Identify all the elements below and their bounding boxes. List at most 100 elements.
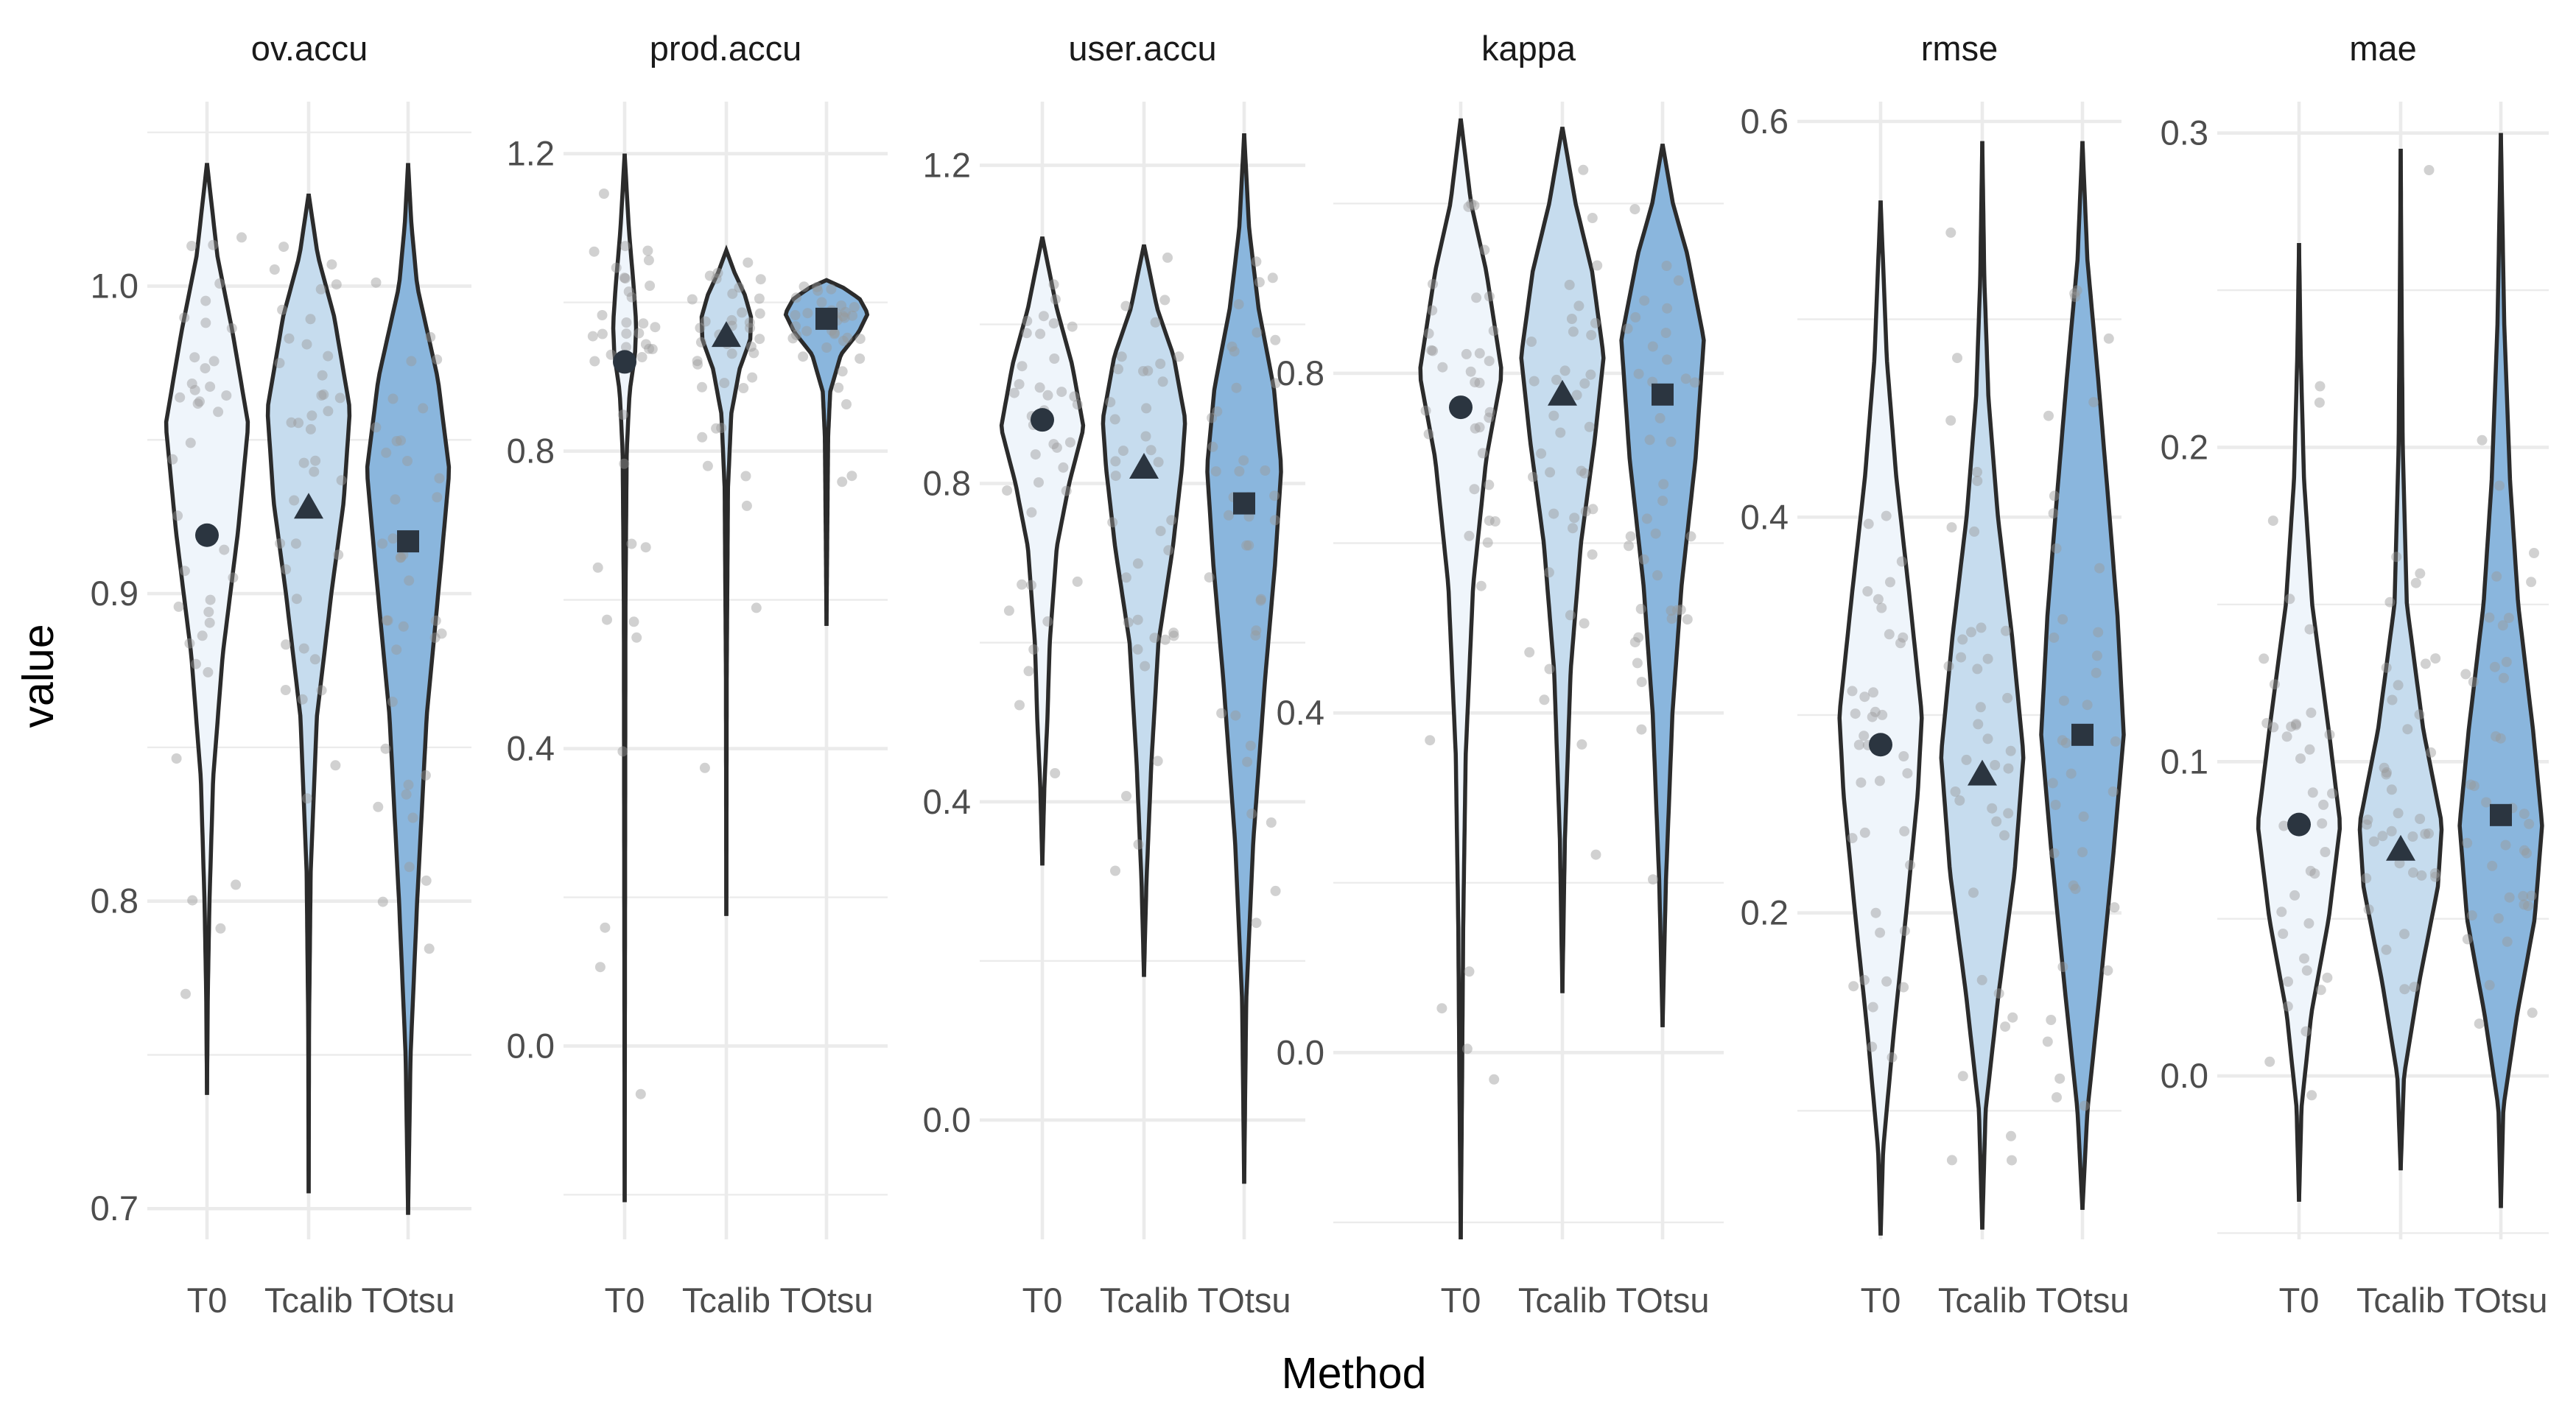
jitter-point <box>1529 376 1540 387</box>
jitter-point <box>2322 972 2333 983</box>
jitter-point <box>1545 467 1556 478</box>
jitter-point <box>589 246 600 257</box>
panel-title: prod.accu <box>650 29 801 68</box>
jitter-point <box>1049 353 1060 364</box>
jitter-point <box>741 500 752 511</box>
jitter-point <box>644 343 655 354</box>
jitter-point <box>1859 974 1870 985</box>
x-tick-label: T0 <box>1861 1281 1901 1320</box>
jitter-point <box>1121 791 1131 801</box>
jitter-point <box>1586 330 1597 341</box>
y-tick-label: 0.3 <box>2161 113 2208 152</box>
x-tick-label: TOtsu <box>2454 1281 2547 1320</box>
jitter-point <box>1662 354 1672 365</box>
jitter-point <box>432 492 443 503</box>
jitter-point <box>1566 314 1577 324</box>
jitter-point <box>1230 710 1241 721</box>
x-tick-label: Tcalib <box>1100 1281 1188 1320</box>
jitter-point <box>436 628 447 639</box>
jitter-point <box>1207 412 1218 423</box>
jitter-point <box>2420 828 2431 840</box>
y-axis-title: value <box>14 624 63 728</box>
jitter-point <box>2103 333 2114 344</box>
jitter-point <box>719 378 730 389</box>
jitter-point <box>2078 811 2089 822</box>
jitter-point <box>1548 508 1559 519</box>
jitter-point <box>1571 390 1582 401</box>
jitter-point <box>291 594 302 605</box>
mean-marker-square <box>815 307 838 330</box>
jitter-point <box>179 312 190 323</box>
jitter-point <box>1573 300 1584 311</box>
jitter-point <box>1067 321 1078 332</box>
violin-totsu <box>2039 141 2126 1210</box>
jitter-point <box>1568 326 1579 337</box>
violin-tcalib <box>2357 148 2444 1171</box>
jitter-point <box>2307 787 2318 798</box>
jitter-point <box>430 615 441 626</box>
jitter-point <box>1461 348 1472 359</box>
jitter-point <box>200 363 211 374</box>
jitter-point <box>293 418 304 429</box>
jitter-point <box>1143 365 1154 376</box>
jitter-point <box>1982 653 1993 664</box>
jitter-point <box>2005 745 2016 756</box>
jitter-point <box>2276 907 2287 918</box>
jitter-point <box>1489 1074 1500 1085</box>
jitter-point <box>214 278 225 289</box>
jitter-point <box>190 658 201 669</box>
jitter-point <box>1576 465 1587 476</box>
jitter-point <box>2317 818 2328 829</box>
jitter-point <box>316 685 327 696</box>
jitter-point <box>1875 927 1886 938</box>
jitter-point <box>278 242 289 253</box>
jitter-point <box>2462 934 2473 945</box>
jitter-point <box>1991 816 2002 827</box>
jitter-point <box>1972 467 1982 477</box>
jitter-point <box>1957 634 1968 645</box>
jitter-point <box>2477 434 2488 446</box>
jitter-point <box>1204 572 1215 583</box>
jitter-point <box>1241 540 1252 551</box>
panel-kappa: 0.0 0.4 0.8 kappa T0 Tcalib TOtsu <box>1277 29 1724 1320</box>
jitter-point <box>704 270 715 281</box>
jitter-point <box>1544 664 1555 675</box>
jitter-point <box>636 352 647 362</box>
jitter-point <box>1633 632 1644 643</box>
jitter-point <box>2290 719 2301 731</box>
jitter-point <box>1470 377 1481 388</box>
jitter-point <box>1568 523 1578 534</box>
jitter-point <box>205 381 216 393</box>
jitter-point <box>737 307 748 318</box>
panel-title: ov.accu <box>251 29 368 68</box>
jitter-point <box>2399 984 2410 995</box>
jitter-point <box>390 494 401 505</box>
jitter-point <box>1850 708 1861 719</box>
jitter-point <box>1551 374 1562 385</box>
jitter-point <box>1234 466 1245 476</box>
jitter-point <box>1885 577 1895 588</box>
jitter-point <box>184 638 195 649</box>
jitter-point <box>391 644 402 655</box>
x-tick-label: TOtsu <box>2035 1281 2129 1320</box>
jitter-point <box>1155 526 1166 537</box>
jitter-point <box>1950 786 1961 797</box>
jitter-point <box>833 382 844 393</box>
jitter-point <box>790 292 801 303</box>
jitter-point <box>837 366 848 377</box>
jitter-point <box>1048 318 1059 329</box>
jitter-point <box>2058 695 2069 706</box>
jitter-point <box>628 616 639 627</box>
jitter-point <box>727 288 738 299</box>
jitter-point <box>2282 1001 2293 1012</box>
jitter-point <box>2110 736 2121 747</box>
jitter-point <box>1555 427 1566 438</box>
jitter-point <box>2524 818 2535 829</box>
jitter-point <box>1946 522 1957 533</box>
jitter-point <box>2109 902 2120 913</box>
jitter-point <box>1132 644 1143 655</box>
jitter-point <box>203 607 214 617</box>
jitter-point <box>841 399 852 409</box>
jitter-point <box>203 666 214 677</box>
jitter-point <box>1255 595 1266 606</box>
